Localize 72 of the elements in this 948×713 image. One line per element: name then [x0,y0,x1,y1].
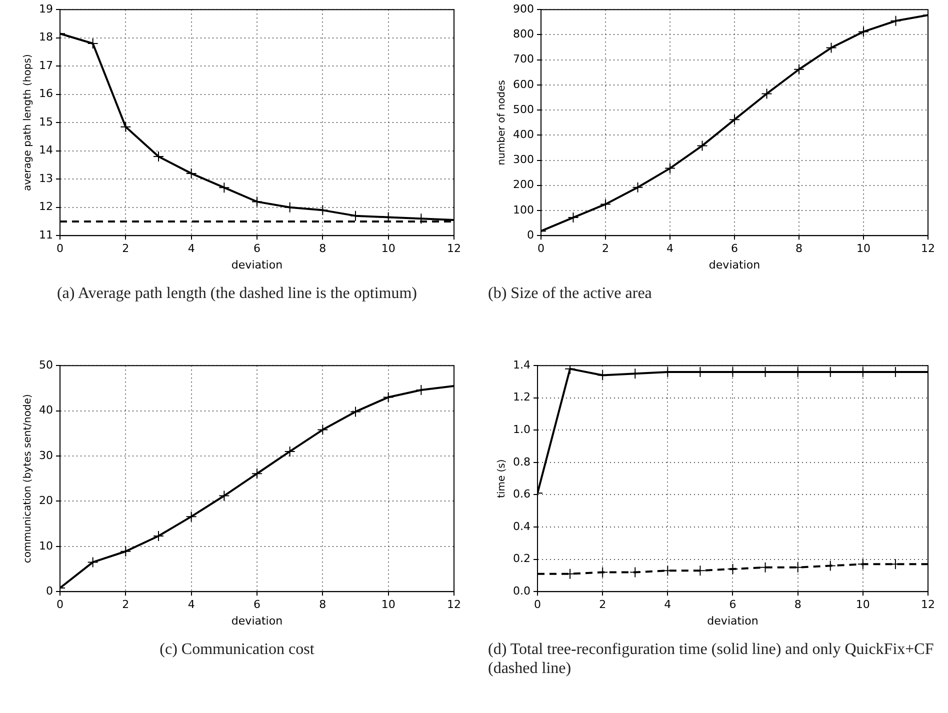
x-axis-title: deviation [231,614,283,628]
y-tick-label: 400 [512,128,534,142]
y-tick-label: 12 [38,200,53,214]
y-tick-label: 0.2 [512,552,530,566]
text: (d) Total tree-reconfiguration time (solid line) and only QuickFix+CF (dashed line) [487,640,935,678]
x-axis-title: deviation [707,614,758,628]
y-tick-label: 200 [512,178,534,192]
x-tick-label: 0 [56,242,64,256]
x-tick-label: 4 [666,242,674,256]
y-tick-label: 11 [38,228,53,242]
y-tick-label: 300 [512,153,534,166]
x-tick-label: 0 [56,598,64,612]
y-tick-label: 1.0 [512,423,530,436]
y-tick-label: 700 [512,52,534,66]
y-tick-label: 17 [38,58,53,72]
y-tick-label: 0 [526,228,534,242]
x-tick-label: 0 [537,242,544,256]
x-tick-label: 2 [122,598,130,612]
y-tick-label: 600 [512,78,534,91]
x-tick-label: 4 [664,598,672,612]
x-axis-title: deviation [231,258,283,272]
x-tick-label: 12 [447,598,461,612]
x-tick-label: 8 [794,598,802,612]
x-tick-label: 6 [729,598,736,612]
y-tick-label: 10 [38,539,53,552]
x-tick-label: 6 [731,242,738,256]
x-tick-label: 10 [856,598,870,612]
y-tick-label: 14 [38,144,53,157]
y-tick-label: 19 [38,2,53,16]
x-tick-label: 8 [319,598,326,612]
y-tick-label: 0.4 [512,520,530,533]
x-tick-label: 6 [254,598,260,612]
y-tick-label: 0.6 [512,488,530,501]
y-tick-label: 900 [512,2,534,16]
y-tick-label: 100 [512,203,534,216]
y-tick-label: 50 [38,358,53,372]
y-tick-label: 0.8 [512,455,530,468]
x-tick-label: 4 [188,598,195,612]
y-tick-label: 13 [38,172,53,185]
x-tick-label: 6 [254,242,260,256]
x-tick-label: 2 [122,242,130,256]
x-axis-title: deviation [708,258,760,272]
x-tick-label: 8 [796,242,802,256]
y-tick-label: 800 [512,28,534,41]
x-tick-label: 8 [319,242,326,256]
x-tick-label: 10 [381,242,396,256]
x-tick-label: 10 [381,598,396,612]
y-tick-label: 15 [38,115,53,128]
y-tick-label: 0 [46,584,53,598]
x-tick-label: 2 [602,242,609,256]
y-tick-label: 20 [38,494,53,508]
x-tick-label: 12 [921,242,935,256]
text: (a) Average path length (the dashed line is the optimum) [56,284,418,304]
x-tick-label: 12 [447,242,461,256]
y-axis-title: number of nodes [496,80,508,166]
y-tick-label: 0.0 [512,584,530,598]
x-tick-label: 4 [188,242,195,256]
y-tick-label: 18 [38,30,53,44]
x-tick-label: 2 [599,598,606,612]
y-axis-title: time (s) [496,459,508,498]
y-tick-label: 16 [38,87,53,100]
y-tick-label: 40 [38,404,53,417]
text: (c) Communication cost [158,640,316,660]
y-tick-label: 1.4 [512,358,530,372]
y-tick-label: 30 [38,448,53,462]
y-axis-title: average path length (hops) [22,54,34,192]
y-tick-label: 500 [512,102,534,116]
text: (b) Size of the active area [487,284,653,304]
y-axis-title: communication (bytes sent/node) [22,394,34,564]
y-tick-label: 1.2 [512,390,530,404]
x-tick-label: 10 [856,242,870,256]
x-tick-label: 12 [921,598,935,612]
